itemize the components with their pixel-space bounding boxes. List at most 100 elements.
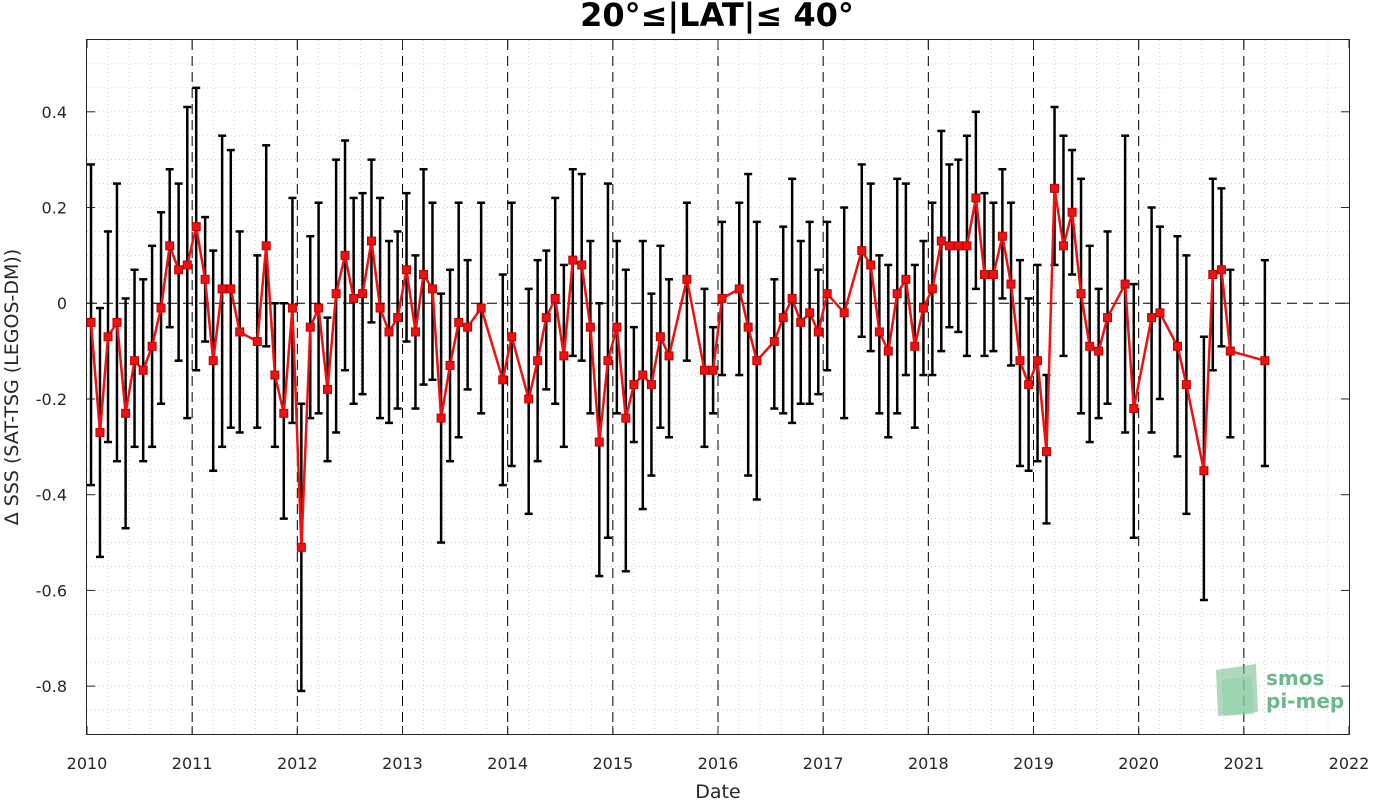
data-marker [839,308,849,318]
data-marker [445,360,455,370]
y-tick-label: -0.8 [36,677,67,696]
x-tick-label: 2022 [1329,754,1370,773]
data-marker [358,289,368,299]
data-marker [1085,341,1095,351]
data-marker [892,289,902,299]
x-tick-label: 2020 [1118,754,1159,773]
data-markers [86,183,1270,552]
y-tick-label: 0.2 [42,199,67,218]
data-marker [646,380,656,390]
data-marker [427,284,437,294]
axis-ticks [86,40,1350,734]
data-marker [454,317,464,327]
data-marker [1041,447,1051,457]
x-tick-labels: 2010 2011 2012 2013 2014 2015 2016 2017 2018 2019… [67,754,1370,773]
data-marker [971,193,981,203]
data-marker [778,313,788,323]
data-marker [962,241,972,251]
data-marker [533,356,543,366]
data-marker [927,284,937,294]
logo-mark-shade-icon [1222,676,1254,716]
y-tick-label: 0 [57,294,67,313]
data-marker [717,293,727,303]
data-marker [813,327,823,337]
data-marker [682,274,692,284]
data-marker [1094,346,1104,356]
data-marker [138,365,148,375]
x-tick-label: 2019 [1013,754,1054,773]
data-marker [550,293,560,303]
series-polyline [89,187,1266,549]
data-marker [156,303,166,313]
x-tick-label: 2010 [67,754,108,773]
plot-frame [86,39,1350,735]
data-marker [1129,404,1139,414]
data-marker [594,437,604,447]
data-marker [121,408,131,418]
data-marker [708,365,718,375]
data-marker [174,265,184,275]
data-marker [603,356,613,366]
data-marker [577,260,587,270]
data-marker [1260,356,1270,366]
annual-dashed-lines [191,40,1245,734]
data-marker [629,380,639,390]
data-marker [953,241,963,251]
x-tick-label: 2021 [1223,754,1264,773]
data-marker [305,322,315,332]
data-marker [261,241,271,251]
data-marker [419,270,429,280]
data-marker [988,270,998,280]
y-axis-label: Δ SSS (SAT-TSG (LEGOS-DM)) [1,249,23,525]
data-marker [235,327,245,337]
data-marker [130,356,140,366]
data-marker [918,303,928,313]
chart-title: 20°≤|LAT|≤ 40° [580,0,854,35]
data-marker [287,303,297,313]
data-marker [476,303,486,313]
data-marker [279,408,289,418]
x-tick-label: 2014 [487,754,528,773]
data-marker [252,337,262,347]
data-marker [1058,241,1068,251]
data-marker [743,322,753,332]
data-marker [1076,289,1086,299]
data-marker [944,241,954,251]
data-marker [638,370,648,380]
y-tick-label: -0.6 [36,581,67,600]
data-marker [296,542,306,552]
x-tick-label: 2018 [908,754,949,773]
data-marker [621,413,631,423]
data-marker [410,327,420,337]
data-marker [1033,356,1043,366]
data-marker [375,303,385,313]
data-marker [655,332,665,342]
data-marker [86,317,96,327]
data-marker [331,289,341,299]
data-marker [217,284,227,294]
x-tick-label: 2016 [698,754,739,773]
data-marker [805,308,815,318]
data-marker [883,346,893,356]
data-marker [1208,270,1218,280]
data-marker [822,289,832,299]
x-tick-label: 2013 [382,754,423,773]
data-marker [664,351,674,361]
data-marker [314,303,324,313]
data-marker [910,341,920,351]
data-marker [200,274,210,284]
data-marker [559,351,569,361]
logo-line2: pi-mep [1266,689,1344,713]
data-marker [349,293,359,303]
data-marker [1181,380,1191,390]
data-marker [147,341,157,351]
data-marker [112,317,122,327]
data-marker [857,246,867,256]
data-marker [612,322,622,332]
data-marker [1147,313,1157,323]
data-marker [796,317,806,327]
x-tick-label: 2017 [803,754,844,773]
data-marker [182,260,192,270]
